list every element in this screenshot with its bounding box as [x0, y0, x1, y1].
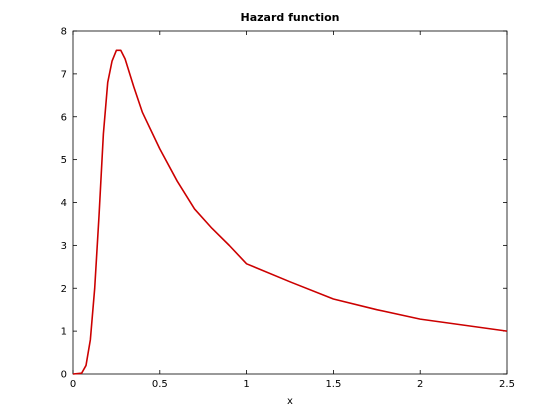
x-tick-label: 0.5	[152, 379, 168, 390]
x-axis-label: x	[287, 396, 293, 407]
y-tick-label: 7	[61, 69, 67, 80]
x-tick-label: 1	[243, 379, 249, 390]
y-tick-label: 1	[61, 327, 67, 338]
x-tick-label: 2	[417, 379, 423, 390]
y-tick-label: 2	[61, 284, 67, 295]
y-tick-label: 8	[61, 27, 67, 38]
chart-title: Hazard function	[241, 11, 340, 24]
y-tick-label: 6	[61, 112, 67, 123]
y-tick-label: 4	[61, 198, 67, 209]
y-tick-label: 3	[61, 241, 67, 252]
y-tick-label: 0	[61, 370, 67, 381]
data-line	[72, 49, 508, 375]
x-tick-label: 2.5	[499, 379, 515, 390]
x-tick-label: 0	[70, 379, 76, 390]
x-tick-label: 1.5	[325, 379, 341, 390]
y-tick-label: 5	[61, 155, 67, 166]
